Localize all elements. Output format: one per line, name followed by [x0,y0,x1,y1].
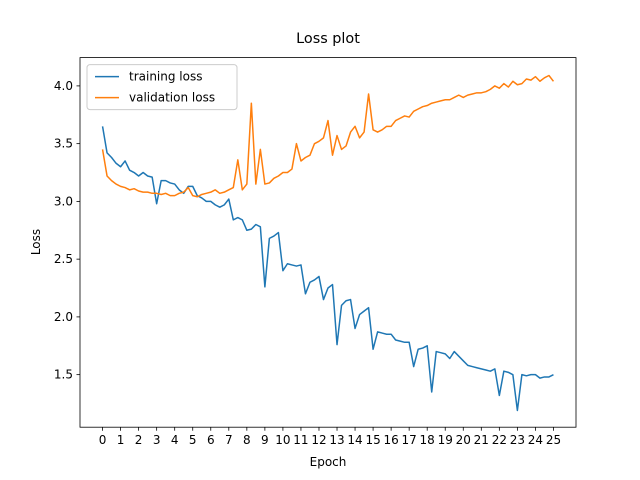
x-tick-label: 9 [261,433,269,447]
y-tick-label: 2.0 [54,310,73,324]
x-tick-label: 20 [456,433,471,447]
x-tick-label: 6 [207,433,215,447]
x-tick-label: 7 [225,433,233,447]
line-series [101,74,555,198]
y-tick-label: 3.5 [54,137,73,151]
x-tick-label: 24 [528,433,543,447]
x-tick-label: 25 [546,433,561,447]
x-tick-label: 8 [243,433,251,447]
chart-title: Loss plot [296,31,360,47]
x-axis-label: Epoch [310,455,347,469]
x-tick-label: 12 [311,433,326,447]
x-tick-label: 5 [189,433,197,447]
x-tick-label: 13 [329,433,344,447]
x-tick-label: 15 [365,433,380,447]
x-tick-label: 14 [347,433,362,447]
x-tick-label: 1 [117,433,125,447]
x-tick-label: 0 [99,433,107,447]
line-series [101,126,554,412]
x-tick-label: 17 [402,433,417,447]
y-tick-label: 2.5 [54,252,73,266]
x-tick-label: 3 [153,433,161,447]
x-tick-label: 10 [275,433,290,447]
x-tick-label: 21 [474,433,489,447]
legend-label: training loss [129,70,202,84]
x-tick-label: 11 [293,433,308,447]
x-tick-label: 16 [383,433,398,447]
y-tick-label: 3.0 [54,194,73,208]
y-tick-label: 4.0 [54,79,73,93]
legend-box [86,64,238,111]
y-axis-label: Loss [29,229,43,255]
legend-label: validation loss [129,91,215,105]
x-tick-label: 4 [171,433,179,447]
x-tick-label: 18 [420,433,435,447]
x-tick-label: 22 [492,433,507,447]
x-tick-label: 23 [510,433,525,447]
x-tick-label: 2 [135,433,143,447]
x-tick-label: 19 [438,433,453,447]
plot-frame [79,57,577,428]
y-tick-label: 1.5 [54,368,73,382]
